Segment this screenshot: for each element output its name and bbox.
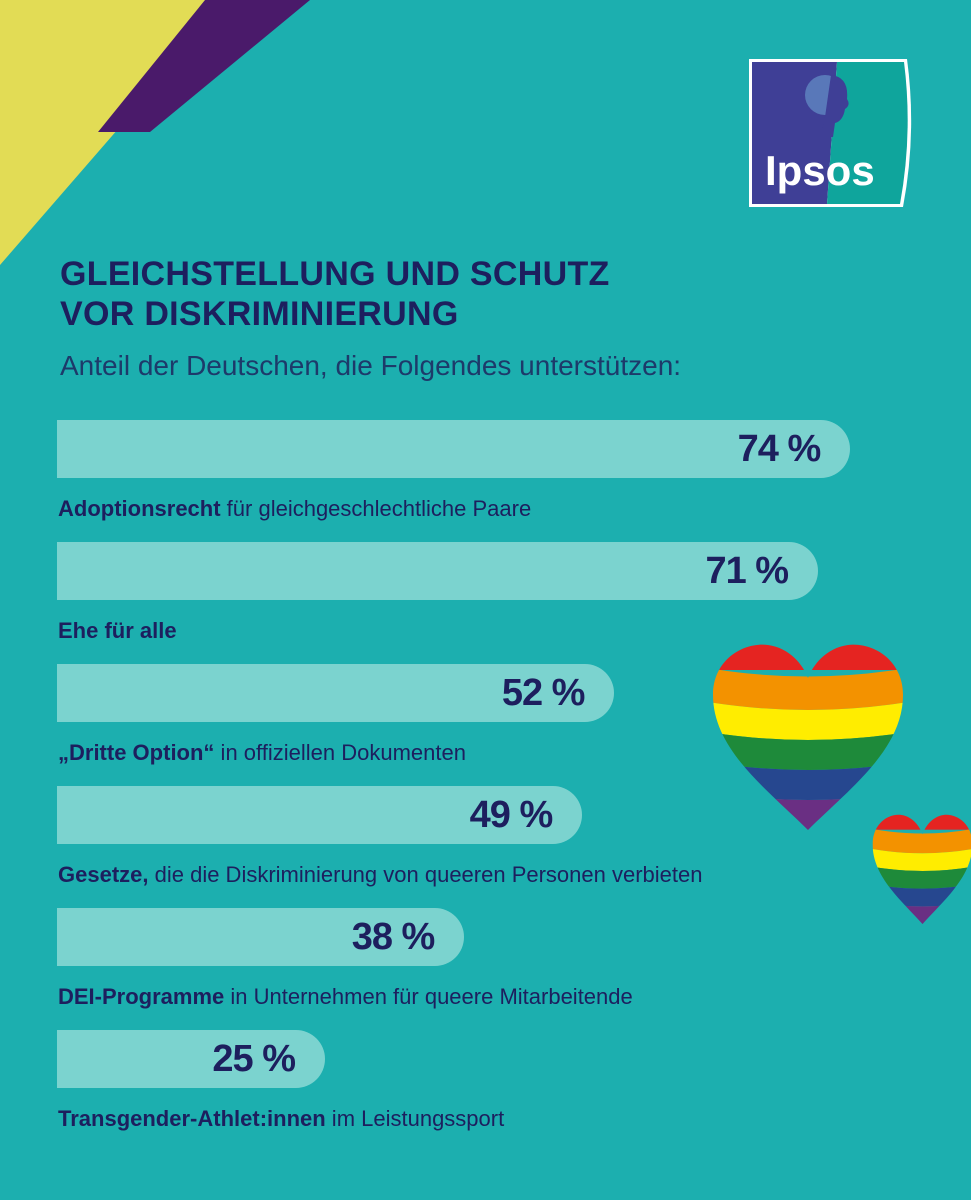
category-label: Adoptionsrecht für gleichgeschlechtliche… xyxy=(58,496,531,522)
bar-value-label: 25 % xyxy=(212,1038,296,1080)
category-label: DEI-Programme in Unternehmen für queere … xyxy=(58,984,633,1010)
category-label-bold: Ehe für alle xyxy=(58,618,177,643)
category-label: Ehe für alle xyxy=(58,618,177,644)
chart-title: GLEICHSTELLUNG UND SCHUTZ VOR DISKRIMINI… xyxy=(60,254,610,334)
bar: 38 % xyxy=(57,908,465,966)
bar-value-label: 38 % xyxy=(351,916,436,958)
rainbow-heart-small-icon xyxy=(872,814,971,925)
chart-subtitle: Anteil der Deutschen, die Folgendes unte… xyxy=(60,350,682,381)
bar-value-label: 71 % xyxy=(705,550,789,592)
bar-value-label: 74 % xyxy=(737,428,822,470)
bar: 52 % xyxy=(57,664,615,722)
ipsos-logo: Ipsos xyxy=(749,59,912,207)
category-label-rest: für gleichgeschlechtliche Paare xyxy=(220,496,532,521)
purple-stripe xyxy=(98,0,310,132)
bar-value-label: 52 % xyxy=(501,672,586,714)
category-label: Gesetze, die die Diskriminierung von que… xyxy=(58,862,703,888)
title-line-2: VOR DISKRIMINIERUNG xyxy=(60,295,459,333)
bar: 71 % xyxy=(57,542,819,600)
category-label-bold: Gesetze, xyxy=(58,862,149,887)
svg-text:Ipsos: Ipsos xyxy=(765,147,875,194)
title-line-1: GLEICHSTELLUNG UND SCHUTZ xyxy=(60,255,610,293)
category-label-bold: DEI-Programme xyxy=(58,984,225,1009)
rainbow-heart-large-icon xyxy=(713,644,903,831)
category-label: Transgender-Athlet:innen im Leistungsspo… xyxy=(58,1106,504,1132)
bar: 74 % xyxy=(57,420,851,478)
category-label-rest: in offiziellen Dokumenten xyxy=(214,740,466,765)
bar: 49 % xyxy=(57,786,583,844)
bar-value-label: 49 % xyxy=(469,794,554,836)
category-label-bold: „Dritte Option“ xyxy=(58,740,215,765)
bar: 25 % xyxy=(57,1030,325,1088)
category-label: „Dritte Option“ in offiziellen Dokumente… xyxy=(58,740,466,766)
category-label-bold: Adoptionsrecht xyxy=(58,496,221,521)
category-label-rest: in Unternehmen für queere Mitarbeitende xyxy=(224,984,633,1009)
category-label-bold: Transgender-Athlet:innen xyxy=(58,1106,326,1131)
category-label-rest: die die Diskriminierung von queeren Pers… xyxy=(148,862,703,887)
category-label-rest: im Leistungssport xyxy=(325,1106,505,1131)
